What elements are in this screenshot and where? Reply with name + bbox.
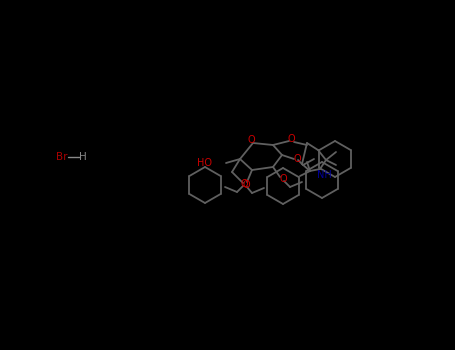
Text: NH: NH [317, 170, 331, 180]
Text: O: O [242, 180, 250, 190]
Text: O: O [240, 179, 248, 189]
Text: Br: Br [56, 152, 68, 162]
Text: O: O [247, 135, 255, 145]
Text: O: O [279, 174, 287, 184]
Text: O: O [293, 154, 301, 164]
Text: O: O [287, 134, 295, 144]
Text: H: H [79, 152, 87, 162]
Text: HO: HO [197, 158, 212, 168]
